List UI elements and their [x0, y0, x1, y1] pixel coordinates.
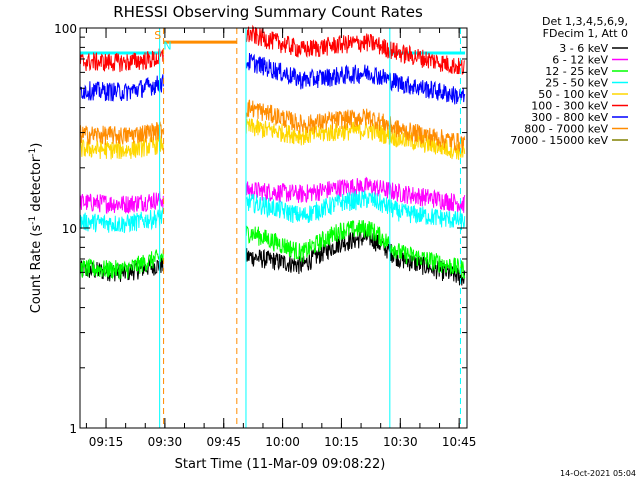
- x-axis-label: Start Time (11-Mar-09 09:08:22): [175, 457, 386, 472]
- series-line-1: [79, 191, 164, 215]
- series-line-2: [245, 219, 466, 279]
- x-tick-label: 09:45: [206, 435, 241, 449]
- series-line-2: [79, 249, 164, 280]
- legend-entry-label: 25 - 50 keV: [545, 77, 608, 90]
- chart-title: RHESSI Observing Summary Count Rates: [113, 3, 423, 21]
- legend-entry-label: 12 - 25 keV: [545, 65, 608, 78]
- legend-entry-label: 6 - 12 keV: [552, 54, 608, 67]
- legend-entry-label: 100 - 300 keV: [531, 100, 608, 113]
- x-tick-label: 09:30: [148, 435, 183, 449]
- series-line-6: [79, 74, 164, 102]
- series-line-4: [79, 135, 164, 160]
- legend-entry-label: 300 - 800 keV: [531, 111, 608, 124]
- x-tick-label: 09:15: [89, 435, 124, 449]
- series-line-5: [245, 24, 465, 75]
- legend-header-line-2: FDecim 1, Att 0: [543, 27, 628, 40]
- flag-label: S: [154, 29, 161, 42]
- x-tick-label: 10:00: [265, 435, 300, 449]
- y-tick-label: 1: [69, 422, 77, 436]
- series-line-6: [246, 52, 466, 105]
- series-line-3: [245, 190, 466, 231]
- series-line-5: [79, 48, 164, 73]
- series-line-7: [79, 121, 164, 146]
- y-tick-label: 100: [54, 22, 77, 36]
- series-line-0: [245, 228, 466, 286]
- y-axis-label: Count Rate (s-1 detector-1): [28, 143, 44, 314]
- x-tick-label: 10:15: [324, 435, 359, 449]
- x-tick-label: 10:45: [442, 435, 477, 449]
- plot-area: SN 1 10 100 09:15 09:30 09:45 10:00 10:15 10:30…: [54, 22, 476, 449]
- series-line-4: [245, 118, 466, 160]
- legend: Det 1,3,4,5,6,9, FDecim 1, Att 0 3 - 6 k…: [510, 15, 628, 147]
- series-line-7: [245, 99, 466, 153]
- legend-entry-label: 800 - 7000 keV: [524, 123, 608, 136]
- x-tick-label: 10:30: [383, 435, 418, 449]
- legend-entry-label: 50 - 100 keV: [538, 88, 608, 101]
- footer-timestamp: 14-Oct-2021 05:04: [560, 469, 636, 478]
- legend-entry-label: 3 - 6 keV: [559, 42, 608, 55]
- series-line-1: [245, 176, 466, 213]
- legend-entry-label: 7000 - 15000 keV: [510, 134, 608, 147]
- flag-label: N: [163, 40, 171, 53]
- y-tick-label: 10: [62, 222, 77, 236]
- series-line-3: [79, 207, 164, 234]
- legend-header-line-1: Det 1,3,4,5,6,9,: [542, 15, 628, 28]
